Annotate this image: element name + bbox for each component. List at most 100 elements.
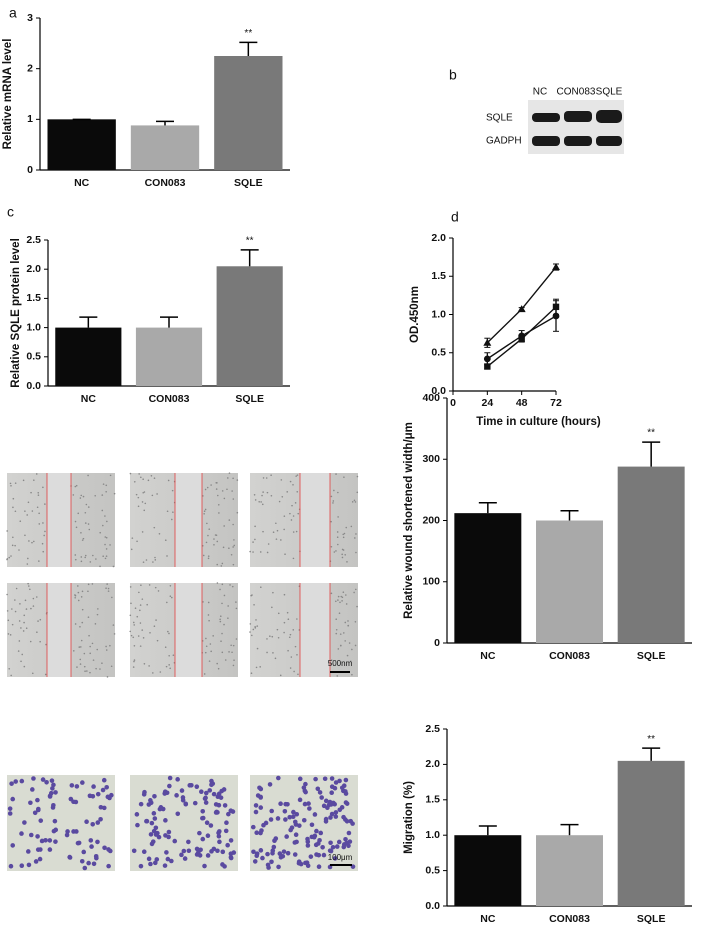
y-axis-label: Relative mRNA level (2, 39, 14, 150)
cell (295, 530, 298, 533)
cell (316, 852, 322, 858)
cell (166, 834, 171, 840)
cell (95, 839, 100, 845)
cell (328, 815, 333, 820)
cell (9, 482, 12, 485)
cell (261, 494, 263, 497)
cell (166, 829, 172, 835)
cell (341, 553, 343, 556)
cell (286, 491, 289, 493)
cell (293, 670, 295, 673)
cell (334, 844, 340, 849)
x-tick-label: 48 (516, 397, 528, 409)
cell (86, 860, 91, 866)
x-tick-label: CON083 (149, 393, 190, 405)
x-tick-label: NC (74, 177, 90, 189)
cell (210, 781, 216, 786)
cell (254, 626, 256, 628)
cell (297, 776, 303, 782)
cell (342, 591, 345, 594)
cell (79, 663, 82, 665)
y-tick-label: 300 (422, 453, 440, 465)
cell (87, 523, 90, 525)
cell (131, 537, 134, 539)
cell (283, 631, 285, 634)
cell (141, 849, 147, 854)
y-axis-label: Relative SQLE protein level (10, 238, 22, 388)
cell (283, 817, 288, 822)
cell (209, 643, 212, 645)
cell (216, 494, 219, 497)
cell (211, 791, 217, 797)
cell (90, 822, 96, 827)
cell (81, 849, 87, 855)
cell (260, 855, 265, 861)
cell (327, 848, 333, 853)
cell (141, 629, 144, 631)
cell (12, 536, 14, 539)
cell (204, 488, 207, 491)
cell (337, 778, 342, 784)
cell (148, 665, 150, 667)
cell (337, 807, 343, 813)
cell (321, 852, 327, 858)
cell (197, 830, 202, 836)
cell (143, 509, 146, 512)
cell (275, 538, 278, 540)
cell (205, 541, 208, 544)
bar (130, 125, 200, 170)
cell (139, 645, 142, 647)
cell (137, 635, 140, 637)
cell (262, 491, 264, 493)
panel-letter: a (9, 5, 17, 21)
cell (152, 816, 158, 821)
cell (285, 801, 290, 807)
cell (343, 791, 349, 796)
cell (233, 544, 236, 547)
cell (216, 662, 218, 665)
cell (74, 558, 77, 561)
cell (74, 623, 77, 625)
cell (281, 849, 287, 854)
cell (25, 627, 28, 630)
cell (220, 640, 222, 643)
cell (10, 555, 12, 557)
cell (210, 650, 212, 653)
cell (105, 536, 108, 539)
cell (323, 798, 329, 804)
cell (276, 775, 281, 781)
cell (51, 782, 56, 788)
cell (341, 844, 347, 850)
cell (344, 819, 350, 824)
y-tick-label: 1.0 (26, 321, 41, 333)
cell (231, 850, 237, 855)
cell (20, 660, 22, 663)
cell (157, 806, 163, 812)
cell (76, 840, 82, 846)
significance: ** (246, 236, 254, 247)
cell (221, 632, 223, 635)
cell (112, 624, 115, 626)
cell (181, 848, 187, 854)
cell (297, 797, 303, 803)
blot-lane: CON083 (557, 87, 596, 98)
cell (26, 862, 32, 868)
y-tick-label: 1.5 (431, 270, 446, 282)
cell (274, 657, 277, 660)
cell (106, 676, 109, 678)
x-tick-label: 72 (550, 397, 562, 409)
marker (552, 263, 560, 271)
cell (132, 636, 135, 639)
cell (135, 822, 140, 828)
cell (217, 839, 222, 845)
cell (186, 839, 191, 845)
cell (165, 665, 168, 668)
cell (81, 590, 84, 593)
cell (277, 636, 280, 639)
cell (180, 797, 186, 803)
cell (102, 483, 105, 485)
cell (207, 534, 209, 537)
cell (153, 477, 156, 479)
cell (277, 612, 280, 615)
